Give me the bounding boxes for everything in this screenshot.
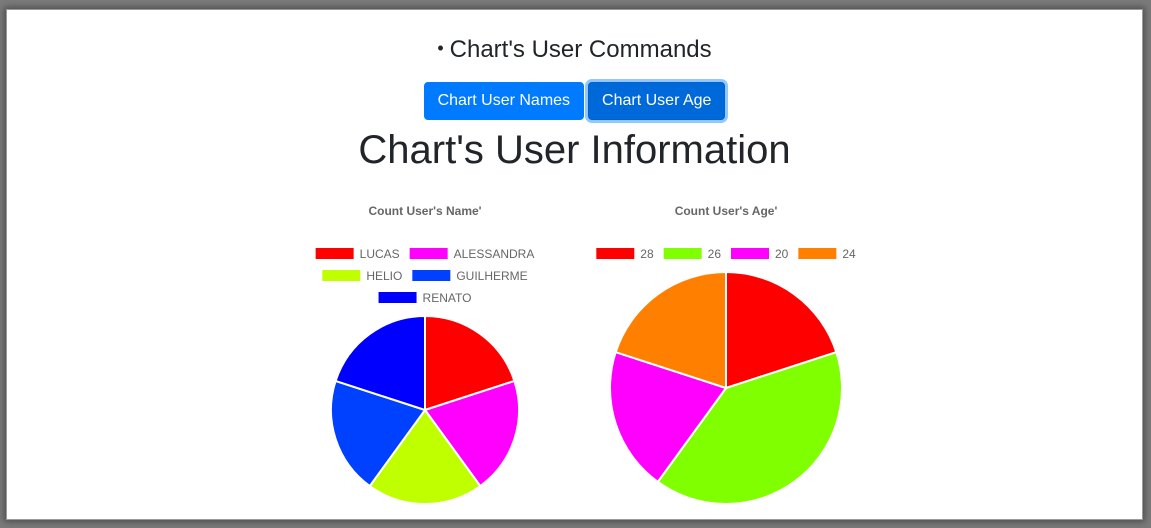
page-title: Chart's User Information [358,128,791,172]
legend-label-26[interactable]: 26 [708,247,722,261]
legend-swatch-guilherme[interactable] [412,270,451,281]
legend-label-guilherme[interactable]: GUILHERME [456,269,527,283]
legend-label-20[interactable]: 20 [775,247,789,261]
pie-slice-helio[interactable] [368,408,482,505]
legend-label-28[interactable]: 28 [640,247,654,261]
chart-user-names-button[interactable]: Chart User Names [423,82,585,120]
legend-label-lucas[interactable]: LUCAS [360,247,400,261]
chart-title: Count User's Age' [675,204,778,218]
legend-label-renato[interactable]: RENATO [423,291,472,305]
pie-slice-26[interactable] [656,350,843,505]
legend-swatch-alessandra[interactable] [409,248,448,259]
commands-title: Chart's User Commands [449,36,712,63]
page-container: • Chart's User Commands Chart User Names … [6,9,1143,520]
pie-slice-lucas[interactable] [424,314,516,412]
commands-heading: • Chart's User Commands [7,36,1142,64]
legend-swatch-24[interactable] [798,248,837,259]
legend-swatch-26[interactable] [663,248,702,259]
legend-label-alessandra[interactable]: ALESSANDRA [454,247,535,261]
names-pie-chart: Count User's Name' LUCAS ALESSANDRA HELIO GU… [315,204,535,505]
pie-slice-alessandra[interactable] [423,379,520,488]
legend-swatch-20[interactable] [731,248,769,259]
pie-slice-guilherme[interactable] [330,379,427,488]
chart-user-age-button[interactable]: Chart User Age [588,82,726,120]
bullet-marker: • [437,38,444,58]
pie-slice-28[interactable] [725,270,838,390]
legend-label-24[interactable]: 24 [842,247,856,261]
legend-swatch-renato[interactable] [378,292,417,303]
legend-swatch-lucas[interactable] [315,248,354,259]
pie-slice-24[interactable] [614,270,727,390]
legend-swatch-28[interactable] [596,248,635,259]
legend-swatch-helio[interactable] [322,270,361,281]
chart-toggle-group: Chart User Names Chart User Age [7,82,1142,120]
chart-title: Count User's Name' [368,204,481,218]
pie-slice-renato[interactable] [334,314,426,412]
pie-slice-20[interactable] [609,350,728,484]
ages-pie-chart: Count User's Age' 28 26 20 24 [596,204,856,505]
legend-label-helio[interactable]: HELIO [366,269,402,283]
